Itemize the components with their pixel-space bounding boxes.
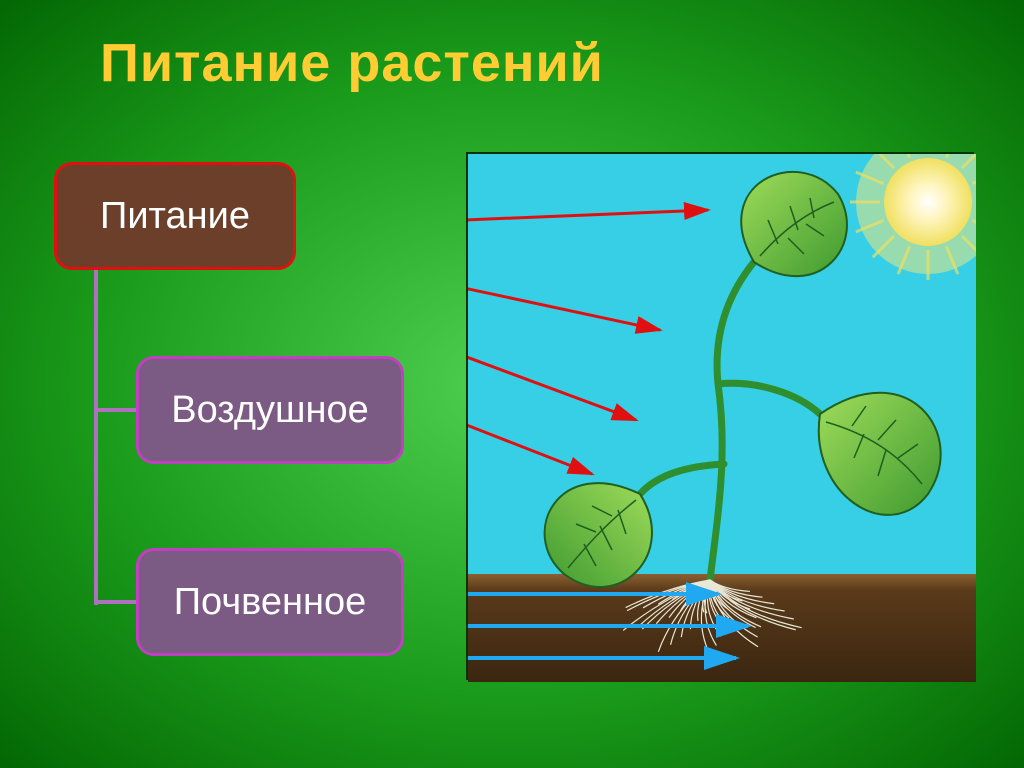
node-air: Воздушное [136,356,404,464]
leaf-top [741,172,847,276]
connector-vertical [94,270,98,605]
leaf-left [545,483,652,587]
node-soil-label: Почвенное [174,581,367,624]
node-nutrition: Питание [54,162,296,270]
slide-title: Питание растений [100,32,604,94]
node-soil: Почвенное [136,548,404,656]
node-air-label: Воздушное [171,389,369,432]
plant-illustration [466,152,974,680]
slide: Питание растений Питание Воздушное Почве… [0,0,1024,768]
connector-h1 [94,408,136,412]
connector-h2 [94,600,136,604]
node-nutrition-label: Питание [100,195,250,238]
